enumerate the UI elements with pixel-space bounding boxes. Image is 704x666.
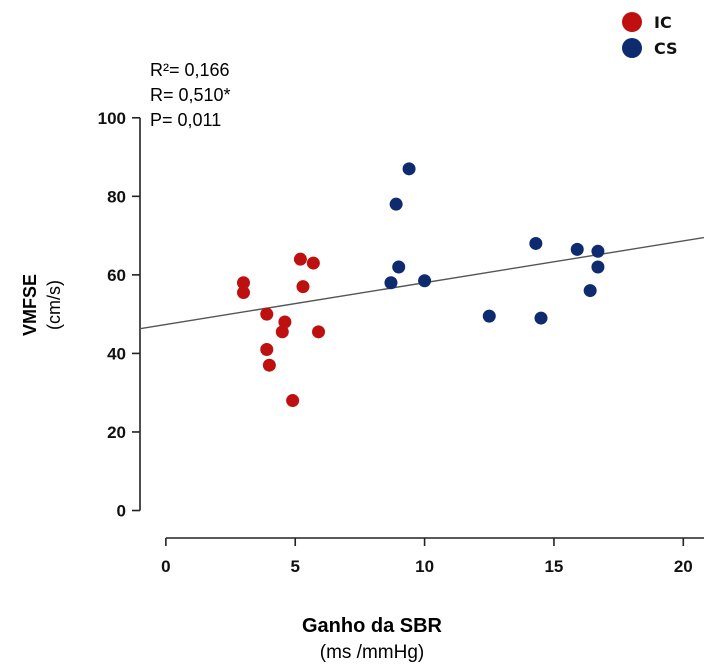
legend-marker-ic: [622, 12, 642, 32]
data-point-ic: [293, 252, 307, 266]
stats-box: R²= 0,166 R= 0,510* P= 0,011: [150, 60, 231, 130]
y-tick-label: 100: [98, 109, 126, 128]
y-axis-title: VMFSE (cm/s): [20, 274, 64, 336]
x-ticks: 0 5 10 15 20: [161, 538, 693, 576]
data-point-cs: [570, 242, 584, 256]
data-point-ic: [260, 307, 274, 321]
x-tick-label: 10: [415, 557, 434, 576]
data-point-cs: [583, 284, 597, 298]
data-point-cs: [392, 260, 406, 274]
y-tick-label: 60: [107, 266, 126, 285]
x-tick-label: 0: [161, 557, 170, 576]
data-point-ic: [236, 286, 250, 300]
x-axis-label: Ganho da SBR: [302, 615, 443, 637]
legend-marker-cs: [622, 38, 642, 58]
y-tick-label: 80: [107, 187, 126, 206]
data-points: [236, 162, 605, 408]
data-point-cs: [389, 197, 403, 211]
data-point-cs: [591, 244, 605, 258]
data-point-cs: [418, 274, 432, 288]
data-point-cs: [534, 311, 548, 325]
data-point-ic: [312, 325, 326, 339]
data-point-ic: [260, 342, 274, 356]
legend-label-ic: IC: [654, 13, 672, 32]
legend-label-cs: CS: [654, 39, 678, 58]
y-tick-label: 40: [107, 344, 126, 363]
data-point-cs: [482, 309, 496, 323]
data-point-cs: [402, 162, 416, 176]
x-axis-unit: (ms /mmHg): [320, 642, 424, 663]
data-point-ic: [275, 325, 289, 339]
data-point-cs: [384, 276, 398, 290]
data-point-ic: [278, 315, 292, 329]
y-axis-label: VMFSE: [20, 274, 40, 336]
data-point-cs: [591, 260, 605, 274]
stat-r: R= 0,510*: [150, 85, 231, 105]
data-point-ic: [286, 394, 300, 408]
data-point-cs: [529, 236, 543, 250]
y-axis-unit: (cm/s): [44, 280, 64, 330]
stat-r-squared: R²= 0,166: [150, 60, 230, 80]
data-point-ic: [262, 358, 276, 372]
y-tick-label: 20: [107, 423, 126, 442]
y-ticks: 0 20 40 60 80 100: [98, 109, 140, 521]
y-tick-label: 0: [117, 502, 126, 521]
legend: IC CS: [622, 12, 678, 58]
axes: [139, 117, 704, 539]
x-tick-label: 15: [544, 557, 563, 576]
x-tick-label: 5: [290, 557, 299, 576]
data-point-ic: [296, 280, 310, 294]
stat-p: P= 0,011: [150, 110, 221, 130]
data-point-ic: [306, 256, 320, 270]
x-tick-label: 20: [674, 557, 693, 576]
data-point-ic: [236, 276, 250, 290]
